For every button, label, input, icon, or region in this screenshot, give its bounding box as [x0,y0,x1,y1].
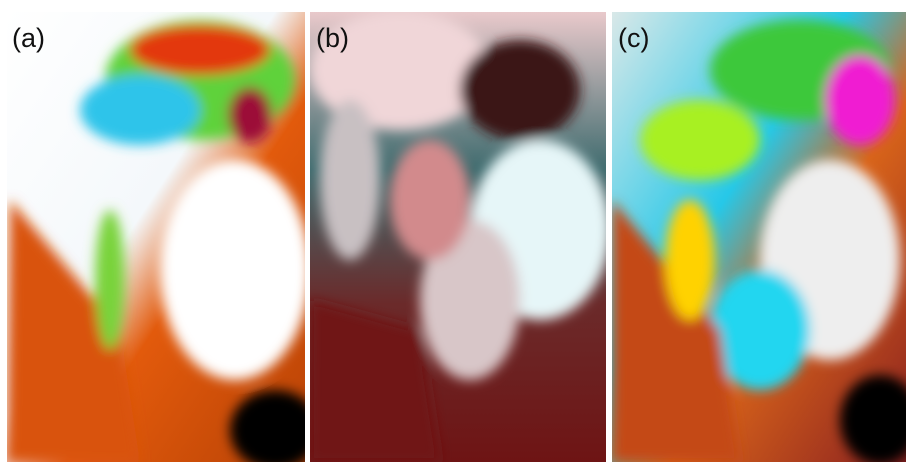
panel-b-imagery [310,12,606,462]
panel-a-imagery [7,20,305,462]
panel-c [612,12,906,462]
panel-a [7,12,305,462]
panel-label: (b) [316,23,349,53]
panel-c-imagery [612,20,906,462]
panel-label: (a) [12,23,45,53]
panel-b [310,12,606,462]
panel-label: (c) [618,23,649,53]
